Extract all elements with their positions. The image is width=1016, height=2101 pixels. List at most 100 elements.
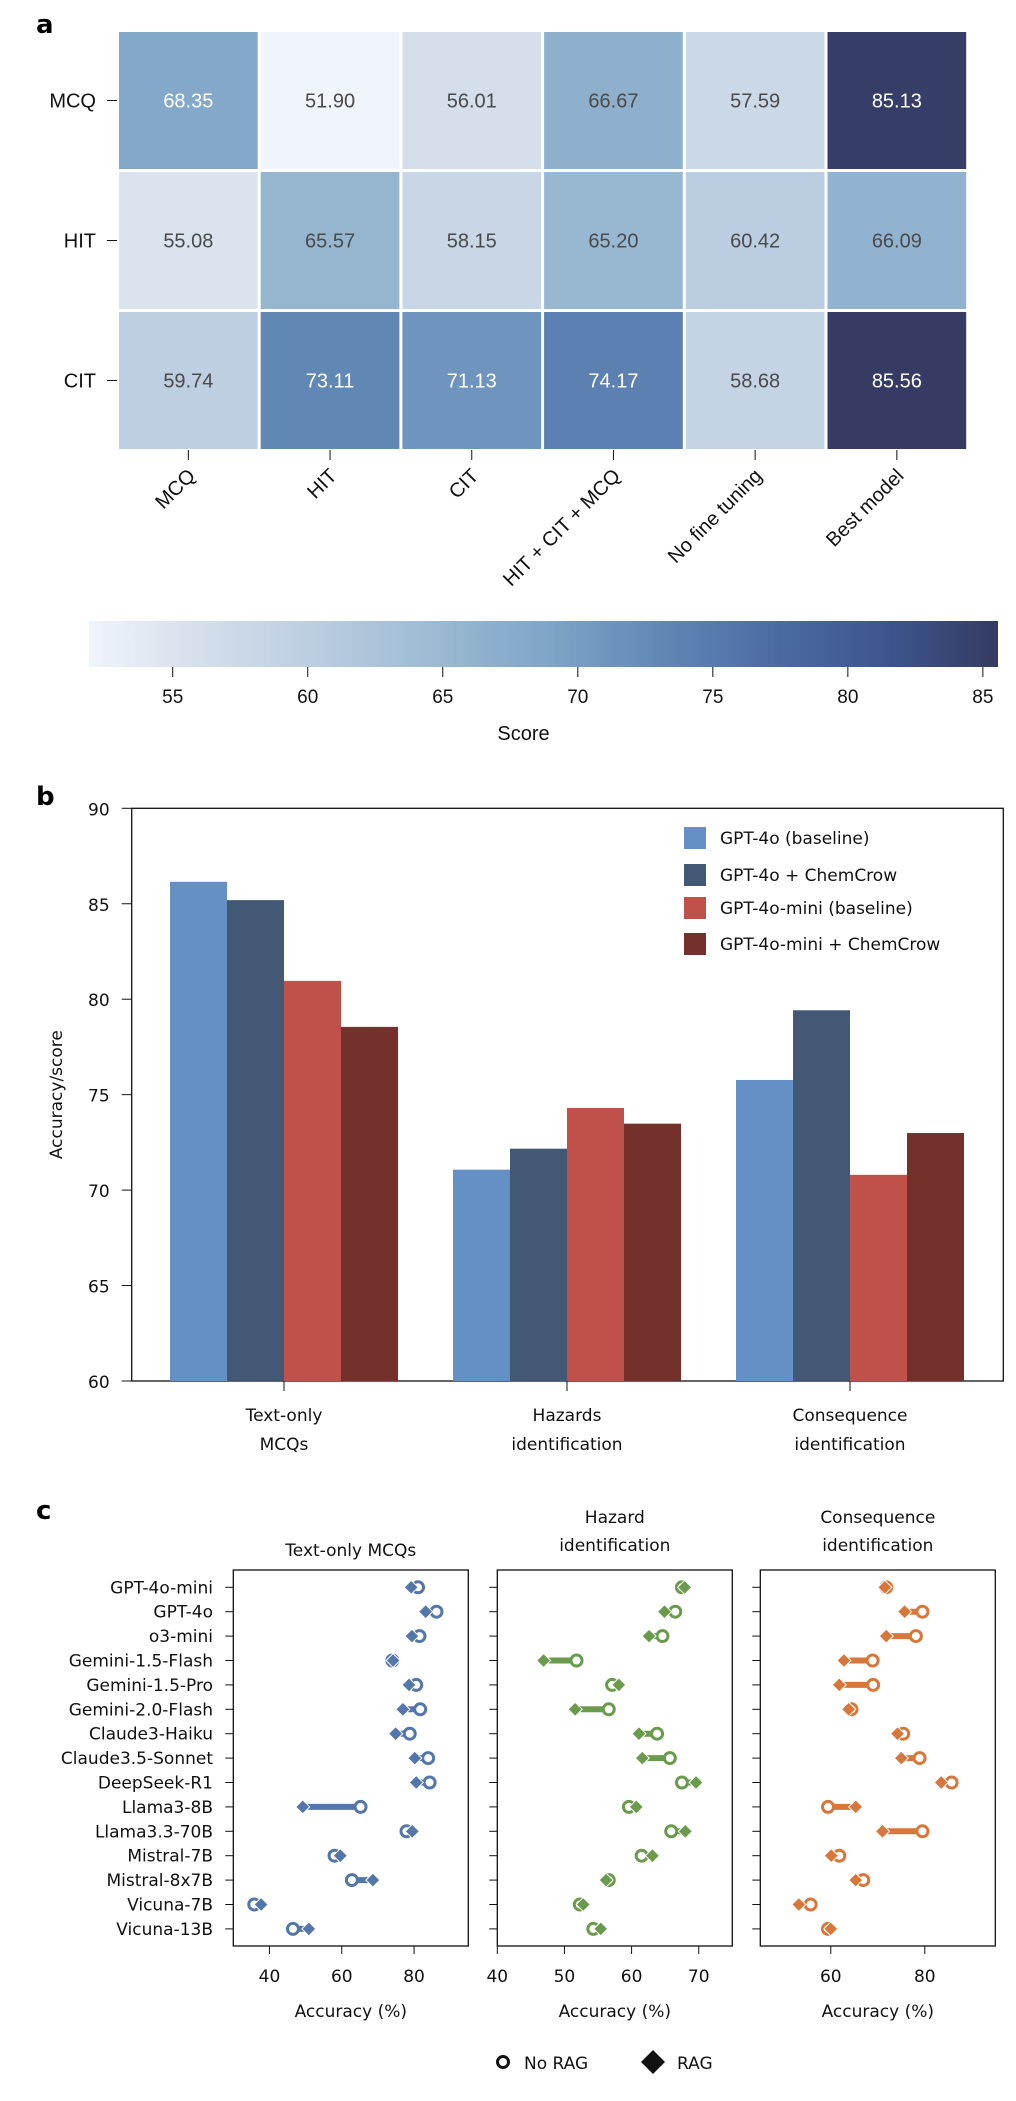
model-label: o3-mini	[149, 1627, 213, 1647]
x-tick-label: Text-only	[245, 1406, 323, 1426]
no-rag-point	[344, 1873, 359, 1888]
no-rag-point	[413, 1702, 428, 1717]
rag-point	[631, 1725, 647, 1742]
x-tick-label: identification	[511, 1435, 622, 1455]
colorbar-title: Score	[497, 723, 549, 745]
y-tick-label: 65	[88, 1278, 110, 1298]
x-tick-label: 40	[259, 1967, 281, 1987]
no-rag-point	[908, 1629, 923, 1644]
rag-point	[677, 1823, 694, 1840]
heatmap-cell	[685, 32, 825, 169]
x-axis-title: Accuracy (%)	[822, 2002, 934, 2022]
colorbar-tick-label: 60	[297, 687, 318, 708]
bar	[850, 1174, 907, 1381]
rag-point	[387, 1725, 404, 1742]
heatmap-cell	[260, 172, 400, 309]
rag-point	[301, 1921, 317, 1937]
subplot-1: Hazard identification 40 50 60 70 Accuracy (%)	[486, 1508, 733, 2022]
x-tick-label: 60	[331, 1967, 353, 1987]
model-label: Claude3-Haiku	[89, 1725, 213, 1745]
bar-chart-panel: 60 65 70 75 80 85 90 Text-only MCQs Hazards identi…	[47, 800, 1004, 1455]
panel-label-a: a	[36, 10, 54, 40]
x-tick-label: MCQs	[260, 1435, 309, 1455]
x-tick-label: Consequence	[793, 1406, 908, 1426]
subplot-title: Text-only MCQs	[284, 1541, 416, 1561]
no-rag-point	[353, 1799, 368, 1814]
x-tick-label: 50	[554, 1967, 576, 1987]
rag-point	[656, 1603, 673, 1620]
x-tick-label: 60	[820, 1967, 842, 1987]
rag-point	[611, 1677, 627, 1693]
no-rag-point	[402, 1726, 417, 1741]
panel-label-c: c	[36, 1496, 51, 1526]
rag-point	[403, 1579, 419, 1596]
model-label: GPT-4o	[153, 1603, 213, 1623]
legend-swatch	[684, 864, 706, 886]
rag-point	[407, 1750, 423, 1766]
rag-point	[688, 1774, 704, 1791]
heatmap-cell	[260, 312, 400, 449]
legend-label: GPT-4o-mini (baseline)	[720, 899, 913, 919]
model-label: Llama3-8B	[122, 1798, 213, 1818]
heatmap-cell-value: 85.56	[872, 371, 922, 393]
rag-point	[933, 1774, 949, 1791]
rag-point	[893, 1750, 910, 1766]
heatmap-cell-value: 65.57	[305, 231, 355, 253]
heatmap-col-label: HIT + CIT + MCQ	[499, 465, 625, 591]
heatmap-cell-value: 57.59	[730, 91, 780, 113]
heatmap-cell	[685, 172, 825, 309]
heatmap-cell-value: 85.13	[872, 91, 922, 113]
legend-label: GPT-4o (baseline)	[720, 829, 869, 849]
rag-point	[877, 1579, 893, 1596]
x-tick-label: 60	[621, 1967, 643, 1987]
rag-point	[676, 1579, 693, 1596]
model-label: Vicuna-13B	[116, 1920, 213, 1940]
colorbar-tick-label: 75	[702, 687, 723, 708]
legend-swatch	[684, 897, 706, 919]
bar	[624, 1123, 681, 1381]
rag-point	[878, 1628, 894, 1644]
heatmap-cell	[544, 172, 683, 309]
heatmap-cell-value: 71.13	[447, 371, 497, 393]
rag-point	[295, 1799, 311, 1815]
heatmap-cell-value: 58.15	[447, 231, 497, 253]
colorbar-tick-label: 65	[432, 687, 453, 708]
heatmap-col-label: HIT	[303, 465, 341, 503]
heatmap-cell-value: 59.74	[163, 371, 213, 393]
bar	[510, 1148, 567, 1381]
rag-point	[634, 1750, 651, 1766]
x-axis-title: Accuracy (%)	[295, 2002, 407, 2022]
heatmap-cell-value: 73.11	[306, 371, 355, 393]
heatmap-cell-value: 65.20	[588, 231, 638, 253]
heatmap-col-label: No fine tuning	[664, 465, 767, 568]
bar	[284, 980, 341, 1381]
subplot-frame	[759, 1569, 996, 1947]
subplot-title: identification	[559, 1536, 670, 1556]
no-rag-point	[662, 1751, 677, 1766]
heatmap-cell-value: 66.09	[872, 231, 922, 253]
dumbbell-chart-panel: GPT-4o-mini GPT-4o o3-mini Gemini-1.5-Flash…	[61, 1508, 996, 2074]
subplot-0: Text-only MCQs 40 60 80 Accuracy (%)	[225, 1541, 469, 2022]
y-tick-label: 75	[88, 1087, 110, 1107]
rag-point	[404, 1823, 420, 1840]
no-rag-point	[915, 1604, 930, 1619]
colorbar	[89, 621, 998, 667]
no-rag-point	[820, 1799, 835, 1814]
rag-point	[332, 1847, 349, 1864]
no-rag-point	[664, 1824, 679, 1839]
rag-point	[896, 1603, 913, 1620]
heatmap-cell	[827, 32, 967, 169]
rag-point	[408, 1774, 424, 1791]
heatmap-col-label: MCQ	[151, 465, 200, 514]
rag-point	[535, 1652, 552, 1669]
colorbar-tick-label: 80	[837, 687, 858, 708]
x-tick-label: 80	[403, 1967, 425, 1987]
model-label: Claude3.5-Sonnet	[61, 1749, 213, 1769]
bar	[793, 1010, 850, 1381]
rag-point	[831, 1677, 847, 1693]
rag-point	[395, 1701, 411, 1718]
legend-rag-marker	[641, 2050, 665, 2074]
heatmap-cell	[544, 312, 683, 449]
no-rag-point	[865, 1653, 880, 1668]
